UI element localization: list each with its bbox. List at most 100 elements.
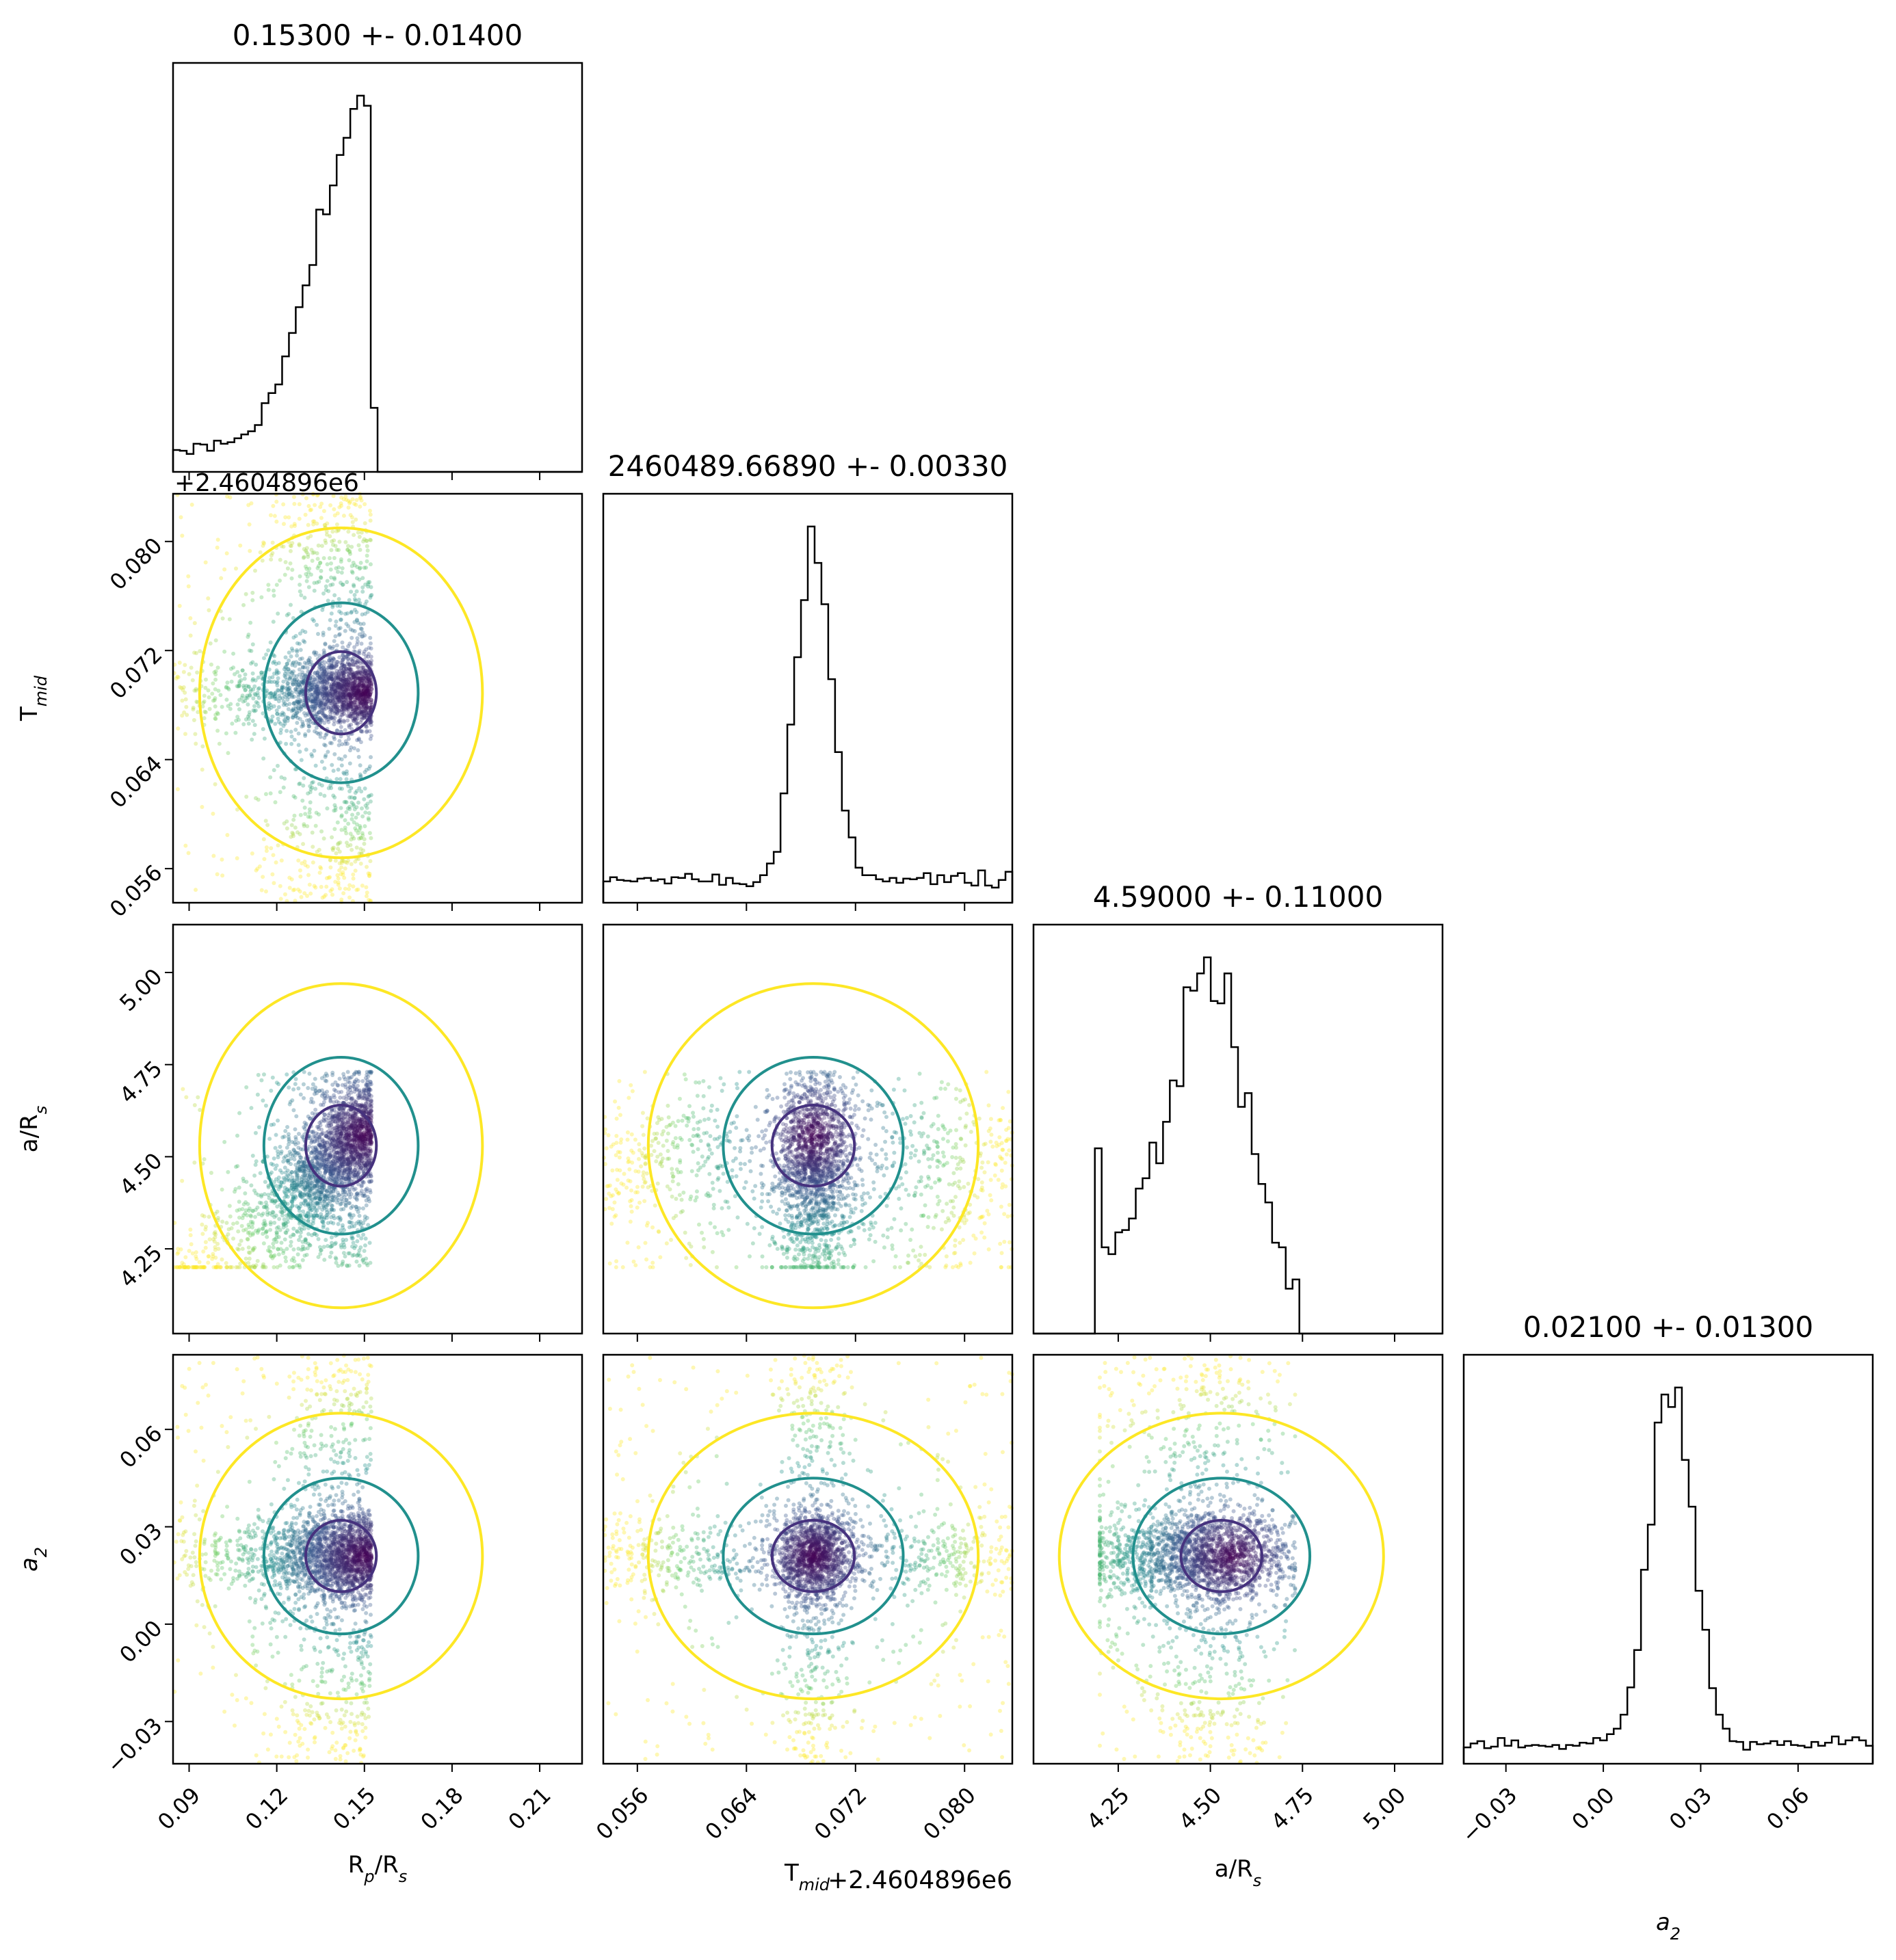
sample-point [337,1215,342,1219]
sample-point [365,730,369,734]
sample-point [313,763,318,768]
sample-point [296,858,301,863]
sample-point [342,711,347,716]
sample-point [274,668,279,673]
sample-point [297,542,302,546]
sample-point [340,661,345,665]
sample-point [343,540,348,544]
sample-point [354,498,359,503]
sample-point [308,787,313,792]
sample-point [298,657,302,661]
sample-point [329,786,334,791]
sample-point [278,696,282,701]
sample-point [363,521,367,526]
sample-point [324,884,329,889]
sample-point [237,1200,241,1204]
sample-point [337,694,341,699]
sample-point [354,642,359,647]
sample-point [347,714,352,719]
sample-point [269,1161,274,1166]
sample-point [243,1191,248,1195]
sample-point [220,1219,225,1224]
sample-point [356,887,360,892]
sample-point [360,692,365,697]
sample-point [311,860,315,865]
sample-point [282,719,287,724]
sample-point [243,1227,248,1232]
sample-point [291,817,296,822]
sample-point [296,731,301,736]
sample-point [281,1251,286,1256]
sample-point [336,570,341,574]
sample-point [336,767,341,772]
sample-point [285,826,289,831]
sample-point [299,689,304,693]
sample-point [363,1104,367,1109]
sample-point [330,687,334,691]
sample-point [202,699,207,704]
sample-point [367,810,371,815]
sample-point [350,800,354,805]
sample-point [319,884,324,889]
sample-point [327,689,332,693]
sample-point [235,670,240,674]
sample-point [340,702,345,707]
sample-point [274,1184,278,1189]
sample-point [273,1236,278,1241]
sample-point [344,1192,349,1197]
sample-point [365,1099,370,1104]
sample-point [337,505,342,509]
sample-point [367,652,371,657]
sample-point [291,1226,296,1231]
sample-point [369,1094,373,1098]
sample-point [272,593,276,598]
sample-point [337,670,341,674]
sample-point [188,1233,193,1238]
sample-point [352,675,356,680]
sample-point [189,665,194,670]
sample-point [339,861,344,866]
sample-point [313,689,318,694]
sample-point [308,508,313,513]
sample-point [293,1135,298,1139]
sample-point [313,702,317,706]
sample-point [344,800,349,805]
sample-point [312,650,317,655]
sample-point [206,1260,211,1265]
sample-point [298,589,302,594]
sample-point [289,654,293,659]
sample-point [177,661,182,665]
sample-point [339,763,344,768]
sample-point [360,884,365,888]
sample-point [200,1222,205,1227]
sample-point [231,1236,236,1241]
sample-point [336,697,341,702]
sample-point [180,1178,185,1183]
sample-point [313,1107,318,1112]
sample-point [302,595,307,600]
sample-point [332,575,337,580]
sample-point [343,754,347,759]
sample-point [295,1176,300,1181]
sample-point [285,613,289,618]
sample-point [300,1247,305,1252]
sample-point [324,1238,328,1243]
sample-point [354,688,359,693]
sample-point [307,656,312,661]
sample-point [180,698,185,703]
sample-point [360,630,365,635]
sample-point [369,836,373,840]
sample-point [300,798,305,803]
sample-point [193,732,198,737]
sample-point [233,566,238,571]
sample-point [288,669,293,674]
sample-point [329,1203,334,1208]
sample-point [317,653,322,658]
sample-point [336,1221,341,1226]
sample-point [272,881,276,886]
sample-point [357,836,362,841]
sample-point [291,669,296,674]
sample-point [334,522,339,527]
sample-point [228,1214,233,1219]
